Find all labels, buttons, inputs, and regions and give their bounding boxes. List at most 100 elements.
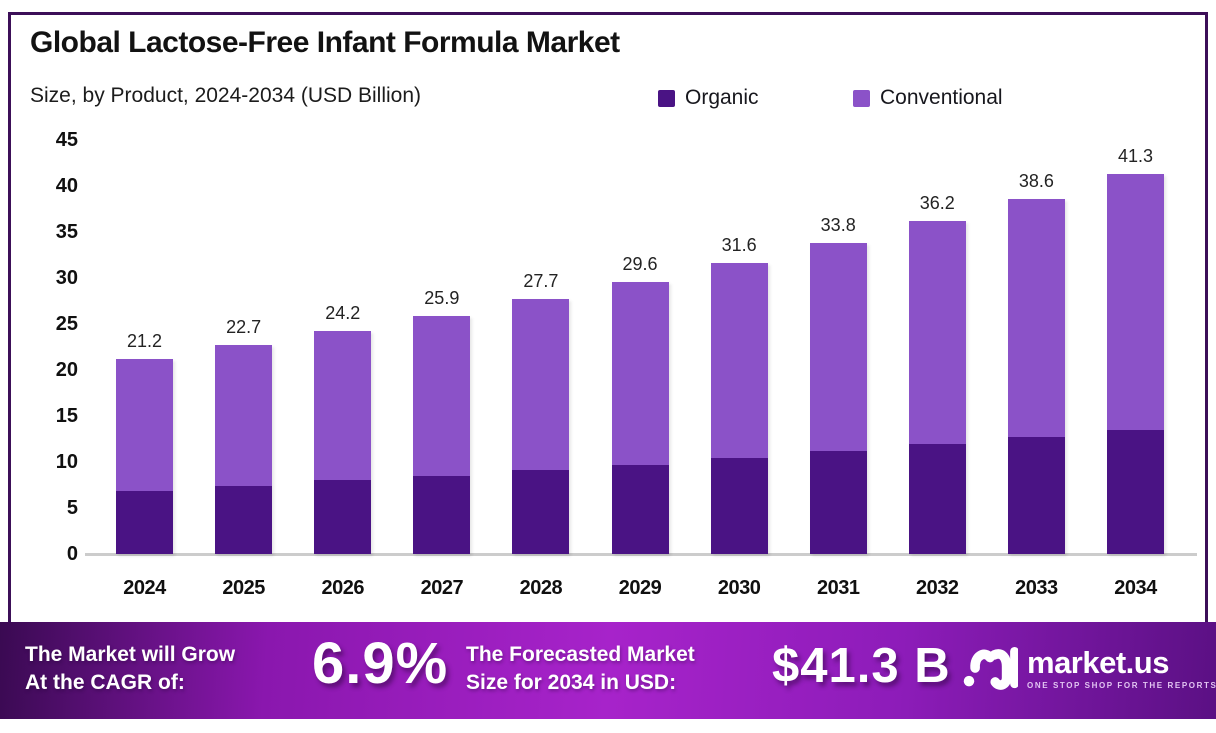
bar-segment-conventional-2031 bbox=[809, 243, 867, 451]
footer-banner: The Market will Grow At the CAGR of: 6.9… bbox=[0, 622, 1216, 719]
bar-segment-organic-2033 bbox=[1007, 437, 1065, 554]
y-tick-40: 40 bbox=[55, 175, 78, 197]
bar-column-2030: 31.6 bbox=[690, 140, 789, 554]
bar-total-label-2032: 36.2 bbox=[919, 192, 955, 213]
legend-label-conventional: Conventional bbox=[880, 86, 1003, 109]
x-label-2031: 2031 bbox=[816, 577, 860, 599]
bar-2033 bbox=[1007, 198, 1065, 554]
bar-2031 bbox=[809, 243, 867, 554]
forecast-label: The Forecasted Market Size for 2034 in U… bbox=[466, 641, 695, 697]
bar-segment-conventional-2034 bbox=[1106, 174, 1164, 430]
bar-segment-organic-2027 bbox=[413, 475, 471, 554]
bar-column-2026: 24.2 bbox=[293, 140, 392, 554]
cagr-label-line2: At the CAGR of: bbox=[25, 671, 185, 694]
conventional-swatch-icon bbox=[853, 89, 870, 107]
y-tick-35: 35 bbox=[55, 221, 78, 243]
x-label-2027: 2027 bbox=[420, 577, 464, 599]
bar-segment-organic-2029 bbox=[611, 464, 669, 554]
y-tick-30: 30 bbox=[55, 267, 78, 289]
x-label-2024: 2024 bbox=[123, 577, 166, 599]
bar-2030 bbox=[710, 263, 768, 554]
brand-name: market.us bbox=[1027, 644, 1169, 680]
bar-column-2031: 33.8 bbox=[789, 140, 888, 554]
bar-total-label-2026: 24.2 bbox=[325, 303, 361, 324]
x-label-2025: 2025 bbox=[222, 577, 265, 599]
bar-segment-organic-2031 bbox=[809, 450, 867, 554]
forecast-label-line2: Size for 2034 in USD: bbox=[466, 671, 677, 694]
bar-segment-conventional-2029 bbox=[611, 281, 669, 465]
x-label-2032: 2032 bbox=[916, 577, 959, 599]
legend-item-conventional: Conventional bbox=[853, 86, 1003, 110]
forecast-label-line1: The Forecasted Market bbox=[466, 643, 695, 666]
bar-2025 bbox=[215, 345, 273, 554]
bar-column-2025: 22.7 bbox=[194, 140, 293, 554]
brand-text: market.us ONE STOP SHOP FOR THE REPORTS bbox=[1027, 647, 1216, 690]
y-tick-15: 15 bbox=[55, 405, 78, 427]
forecast-value: $41.3 B bbox=[772, 639, 951, 693]
bar-total-label-2027: 25.9 bbox=[424, 287, 460, 308]
bar-column-2034: 41.3 bbox=[1086, 140, 1185, 554]
bar-segment-organic-2028 bbox=[512, 470, 570, 554]
bar-2027 bbox=[413, 315, 471, 554]
x-label-2026: 2026 bbox=[321, 577, 364, 599]
brand-logo: market.us ONE STOP SHOP FOR THE REPORTS bbox=[962, 640, 1216, 696]
bar-column-2028: 27.7 bbox=[491, 140, 590, 554]
legend-item-organic: Organic bbox=[658, 86, 759, 110]
bar-2026 bbox=[314, 331, 372, 554]
bar-2034 bbox=[1106, 174, 1164, 554]
bar-segment-organic-2030 bbox=[710, 458, 768, 554]
x-label-2030: 2030 bbox=[717, 577, 761, 599]
bar-2029 bbox=[611, 281, 669, 554]
x-axis-line bbox=[85, 553, 1197, 556]
page-title: Global Lactose-Free Infant Formula Marke… bbox=[30, 26, 620, 59]
cagr-label-line1: The Market will Grow bbox=[25, 643, 236, 666]
bar-2028 bbox=[512, 299, 570, 554]
y-tick-5: 5 bbox=[66, 497, 78, 519]
bar-2032 bbox=[908, 220, 966, 554]
bar-segment-conventional-2024 bbox=[116, 358, 174, 492]
bar-total-label-2033: 38.6 bbox=[1018, 170, 1054, 191]
bar-segment-conventional-2033 bbox=[1007, 198, 1065, 438]
bar-column-2033: 38.6 bbox=[987, 140, 1086, 554]
bar-total-label-2030: 31.6 bbox=[721, 235, 757, 256]
bar-total-label-2029: 29.6 bbox=[622, 253, 658, 274]
plot-area: 21.2 22.7 24.2 25.9 27.7 29.6 31.6 33.8 36.2 38.6… bbox=[95, 140, 1185, 554]
bar-total-label-2034: 41.3 bbox=[1117, 146, 1153, 167]
cagr-label: The Market will Grow At the CAGR of: bbox=[25, 641, 235, 697]
bar-segment-organic-2032 bbox=[908, 443, 966, 554]
x-label-2034: 2034 bbox=[1114, 577, 1157, 599]
bar-segment-organic-2024 bbox=[116, 491, 174, 554]
bar-segment-organic-2034 bbox=[1106, 429, 1164, 554]
x-axis-labels: 2024 2025 2026 2027 2028 2029 2030 2031 2032 2033… bbox=[95, 577, 1185, 600]
x-label-2033: 2033 bbox=[1015, 577, 1058, 599]
y-tick-10: 10 bbox=[55, 451, 78, 473]
market-us-logo-icon bbox=[963, 647, 1018, 690]
brand-tagline: ONE STOP SHOP FOR THE REPORTS bbox=[1027, 680, 1216, 690]
bar-segment-conventional-2027 bbox=[413, 315, 471, 476]
bar-column-2024: 21.2 bbox=[95, 140, 194, 554]
bar-segment-conventional-2032 bbox=[908, 220, 966, 444]
organic-swatch-icon bbox=[658, 89, 675, 107]
x-label-2029: 2029 bbox=[618, 577, 662, 599]
bar-segment-conventional-2030 bbox=[710, 263, 768, 459]
bar-total-label-2025: 22.7 bbox=[226, 317, 262, 338]
chart-subtitle: Size, by Product, 2024-2034 (USD Billion… bbox=[30, 84, 422, 107]
bar-segment-conventional-2025 bbox=[215, 345, 273, 486]
y-tick-45: 45 bbox=[55, 129, 78, 151]
y-tick-0: 0 bbox=[66, 543, 78, 565]
bar-column-2027: 25.9 bbox=[392, 140, 491, 554]
bar-2024 bbox=[116, 358, 174, 554]
legend-label-organic: Organic bbox=[685, 86, 759, 109]
cagr-value: 6.9% bbox=[312, 631, 449, 696]
bar-total-label-2024: 21.2 bbox=[127, 330, 163, 351]
bar-segment-conventional-2026 bbox=[314, 331, 372, 481]
bar-segment-conventional-2028 bbox=[512, 299, 570, 471]
bar-total-label-2028: 27.7 bbox=[523, 271, 559, 292]
y-tick-25: 25 bbox=[55, 313, 78, 335]
y-tick-20: 20 bbox=[55, 359, 78, 381]
bar-column-2029: 29.6 bbox=[590, 140, 689, 554]
x-label-2028: 2028 bbox=[519, 577, 563, 599]
bar-column-2032: 36.2 bbox=[888, 140, 987, 554]
bar-segment-organic-2026 bbox=[314, 480, 372, 554]
bar-segment-organic-2025 bbox=[215, 485, 273, 554]
